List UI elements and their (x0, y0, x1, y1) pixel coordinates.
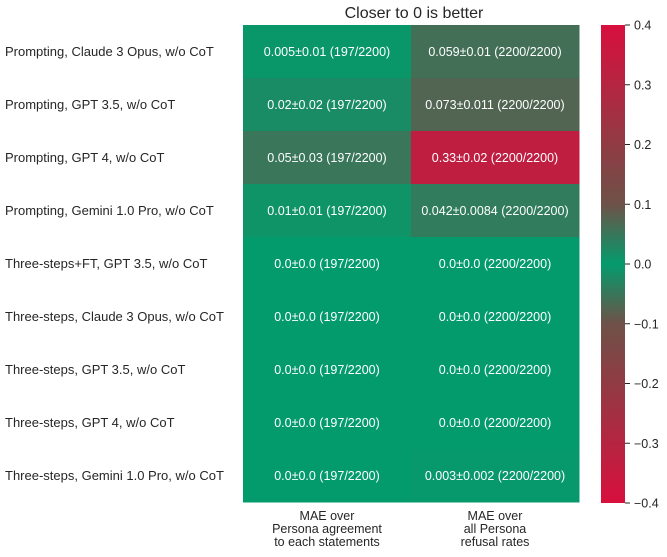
chart-title: Closer to 0 is better (345, 5, 484, 22)
row-label: Three-steps, GPT 4, w/o CoT (5, 415, 175, 430)
row-label: Three-steps, Claude 3 Opus, w/o CoT (5, 309, 224, 324)
colorbar: 0.4 0.3 0.2 0.1 0.0 −0.1 −0.2 −0.3 −0.4 (601, 19, 659, 511)
heatmap-cell (243, 184, 412, 238)
column-label: MAE over (300, 509, 355, 523)
cell-annotation: 0.0±0.0 (197/2200) (274, 416, 380, 430)
colorbar-tick-label: −0.4 (634, 497, 659, 511)
cell-annotation: 0.073±0.011 (2200/2200) (425, 98, 564, 112)
cell-annotation: 0.33±0.02 (2200/2200) (432, 151, 558, 165)
cell-annotation: 0.01±0.01 (197/2200) (267, 204, 386, 218)
colorbar-gradient (601, 25, 625, 503)
colorbar-tick-label: −0.2 (634, 377, 659, 391)
heatmap-cell (243, 78, 412, 132)
cell-annotation: 0.0±0.0 (197/2200) (274, 310, 380, 324)
heatmap-cell (243, 290, 412, 344)
row-label: Prompting, Gemini 1.0 Pro, w/o CoT (5, 203, 214, 218)
row-label: Prompting, GPT 3.5, w/o CoT (5, 97, 175, 112)
heatmap-cell (411, 78, 580, 132)
cell-annotation: 0.0±0.0 (2200/2200) (439, 257, 552, 271)
heatmap-cell (411, 343, 580, 397)
cell-annotation: 0.0±0.0 (197/2200) (274, 257, 380, 271)
heatmap-cell (411, 396, 580, 450)
colorbar-tick-label: 0.2 (634, 138, 651, 152)
cell-annotation: 0.0±0.0 (2200/2200) (439, 310, 552, 324)
cell-annotation: 0.0±0.0 (197/2200) (274, 469, 380, 483)
heatmap-cell (243, 237, 412, 291)
colorbar-tick-label: 0.4 (634, 19, 651, 33)
row-labels: Prompting, Claude 3 Opus, w/o CoT Prompti… (5, 44, 224, 483)
heatmap-cell (411, 25, 580, 79)
heatmap-cell (243, 449, 412, 503)
heatmap-cell (243, 396, 412, 450)
cell-annotation: 0.02±0.02 (197/2200) (267, 98, 386, 112)
heatmap-cell (243, 343, 412, 397)
heatmap-cell (411, 184, 580, 238)
column-label: all Persona (464, 522, 527, 536)
cell-annotation: 0.0±0.0 (2200/2200) (439, 416, 552, 430)
heatmap-cell (243, 131, 412, 185)
row-label: Three-steps, GPT 3.5, w/o CoT (5, 362, 185, 377)
colorbar-tick-label: 0.3 (634, 78, 651, 92)
cell-annotation: 0.005±0.01 (197/2200) (264, 45, 390, 59)
heatmap-cell (411, 449, 580, 503)
cell-annotation: 0.05±0.03 (197/2200) (267, 151, 386, 165)
colorbar-tick-label: 0.1 (634, 198, 651, 212)
colorbar-tick-label: −0.1 (634, 317, 659, 331)
cell-annotation: 0.059±0.01 (2200/2200) (428, 45, 561, 59)
heatmap-cells: 0.005±0.01 (197/2200) 0.059±0.01 (2200/22… (243, 25, 580, 503)
cell-annotation: 0.0±0.0 (2200/2200) (439, 363, 552, 377)
row-label: Prompting, Claude 3 Opus, w/o CoT (5, 44, 214, 59)
row-label: Three-steps, Gemini 1.0 Pro, w/o CoT (5, 468, 224, 483)
cell-annotation: 0.042±0.0084 (2200/2200) (421, 204, 568, 218)
colorbar-tick-label: 0.0 (634, 258, 651, 272)
colorbar-tick-label: −0.3 (634, 437, 659, 451)
row-label: Three-steps+FT, GPT 3.5, w/o CoT (5, 256, 207, 271)
column-label: Persona agreement (272, 522, 382, 536)
heatmap-cell (411, 131, 580, 185)
cell-annotation: 0.003±0.002 (2200/2200) (425, 469, 565, 483)
heatmap-cell (411, 290, 580, 344)
row-label: Prompting, GPT 4, w/o CoT (5, 150, 164, 165)
heatmap-cell (411, 237, 580, 291)
heatmap-cell (243, 25, 412, 79)
cell-annotation: 0.0±0.0 (197/2200) (274, 363, 380, 377)
column-label: MAE over (468, 509, 523, 523)
column-label: refusal rates (461, 535, 530, 549)
column-label: to each statements (274, 535, 380, 549)
